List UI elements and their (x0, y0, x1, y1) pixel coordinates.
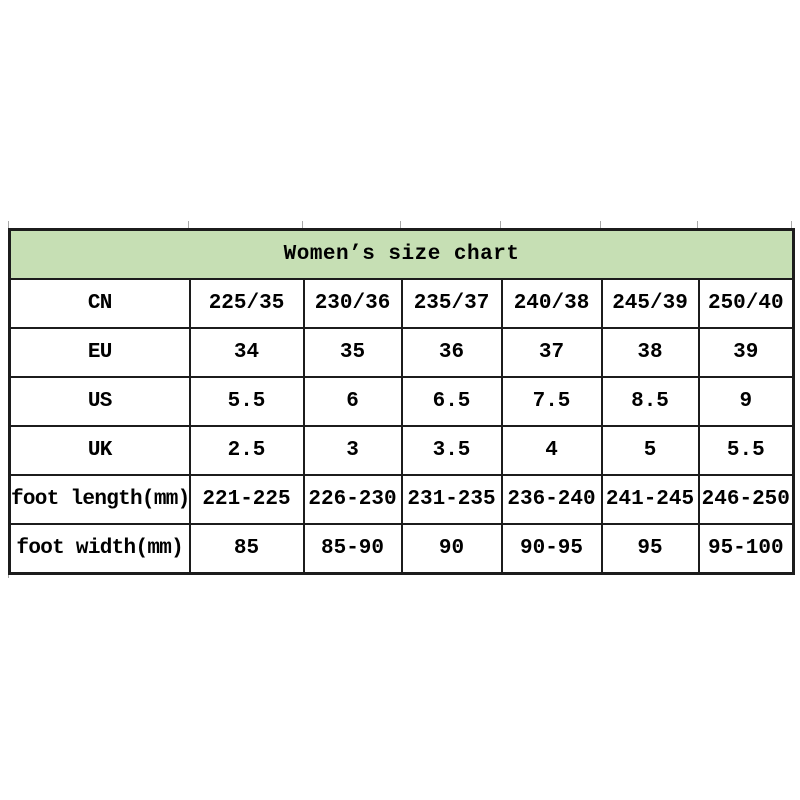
table-cell: 36 (400, 327, 503, 378)
gridline-stub (302, 221, 303, 228)
table-cell: 236-240 (500, 474, 603, 525)
table-cell: 37 (500, 327, 603, 378)
row-header-us: US (8, 376, 191, 427)
gridline-stub (500, 221, 501, 228)
table-cell: 35 (302, 327, 403, 378)
size-chart-table: Women’s size chart CN 225/35 230/36 235/… (8, 228, 796, 575)
gridline-stub (400, 221, 401, 228)
table-cell: 231-235 (400, 474, 503, 525)
table-cell: 3 (302, 425, 403, 476)
row-header-foot-width: foot width(mm) (8, 523, 191, 575)
row-header-eu: EU (8, 327, 191, 378)
table-cell: 246-250 (697, 474, 795, 525)
table-cell: 2.5 (188, 425, 305, 476)
table-cell: 3.5 (400, 425, 503, 476)
table-cell: 250/40 (697, 278, 795, 329)
row-header-cn: CN (8, 278, 191, 329)
gridline-stub (8, 221, 9, 228)
table-cell: 221-225 (188, 474, 305, 525)
table-title: Women’s size chart (8, 228, 795, 280)
table-cell: 95 (600, 523, 700, 575)
table-row-eu: EU 34 35 36 37 38 39 (8, 327, 795, 378)
table-cell: 7.5 (500, 376, 603, 427)
table-cell: 85-90 (302, 523, 403, 575)
table-cell: 235/37 (400, 278, 503, 329)
table-cell: 90-95 (500, 523, 603, 575)
table-cell: 245/39 (600, 278, 700, 329)
table-cell: 95-100 (697, 523, 795, 575)
table-cell: 5.5 (188, 376, 305, 427)
table-cell: 38 (600, 327, 700, 378)
table-row-foot-length: foot length(mm) 221-225 226-230 231-235 … (8, 474, 795, 525)
table-row-cn: CN 225/35 230/36 235/37 240/38 245/39 25… (8, 278, 795, 329)
table-cell: 9 (697, 376, 795, 427)
table-cell: 241-245 (600, 474, 700, 525)
table-row-uk: UK 2.5 3 3.5 4 5 5.5 (8, 425, 795, 476)
table-cell: 240/38 (500, 278, 603, 329)
table-cell: 230/36 (302, 278, 403, 329)
row-header-uk: UK (8, 425, 191, 476)
table-cell: 6.5 (400, 376, 503, 427)
table-title-row: Women’s size chart (8, 228, 795, 280)
table-cell: 225/35 (188, 278, 305, 329)
table-row-us: US 5.5 6 6.5 7.5 8.5 9 (8, 376, 795, 427)
table-cell: 85 (188, 523, 305, 575)
table-cell: 5.5 (697, 425, 795, 476)
gridline-stub (188, 221, 189, 228)
gridline-stub (791, 221, 792, 228)
row-header-foot-length: foot length(mm) (8, 474, 191, 525)
table-cell: 4 (500, 425, 603, 476)
table-cell: 6 (302, 376, 403, 427)
table-cell: 90 (400, 523, 503, 575)
table-cell: 39 (697, 327, 795, 378)
table-cell: 8.5 (600, 376, 700, 427)
table-cell: 226-230 (302, 474, 403, 525)
gridline-stub (697, 221, 698, 228)
table-row-foot-width: foot width(mm) 85 85-90 90 90-95 95 95-1… (8, 523, 795, 575)
gridline-stub (600, 221, 601, 228)
table-cell: 5 (600, 425, 700, 476)
table-cell: 34 (188, 327, 305, 378)
